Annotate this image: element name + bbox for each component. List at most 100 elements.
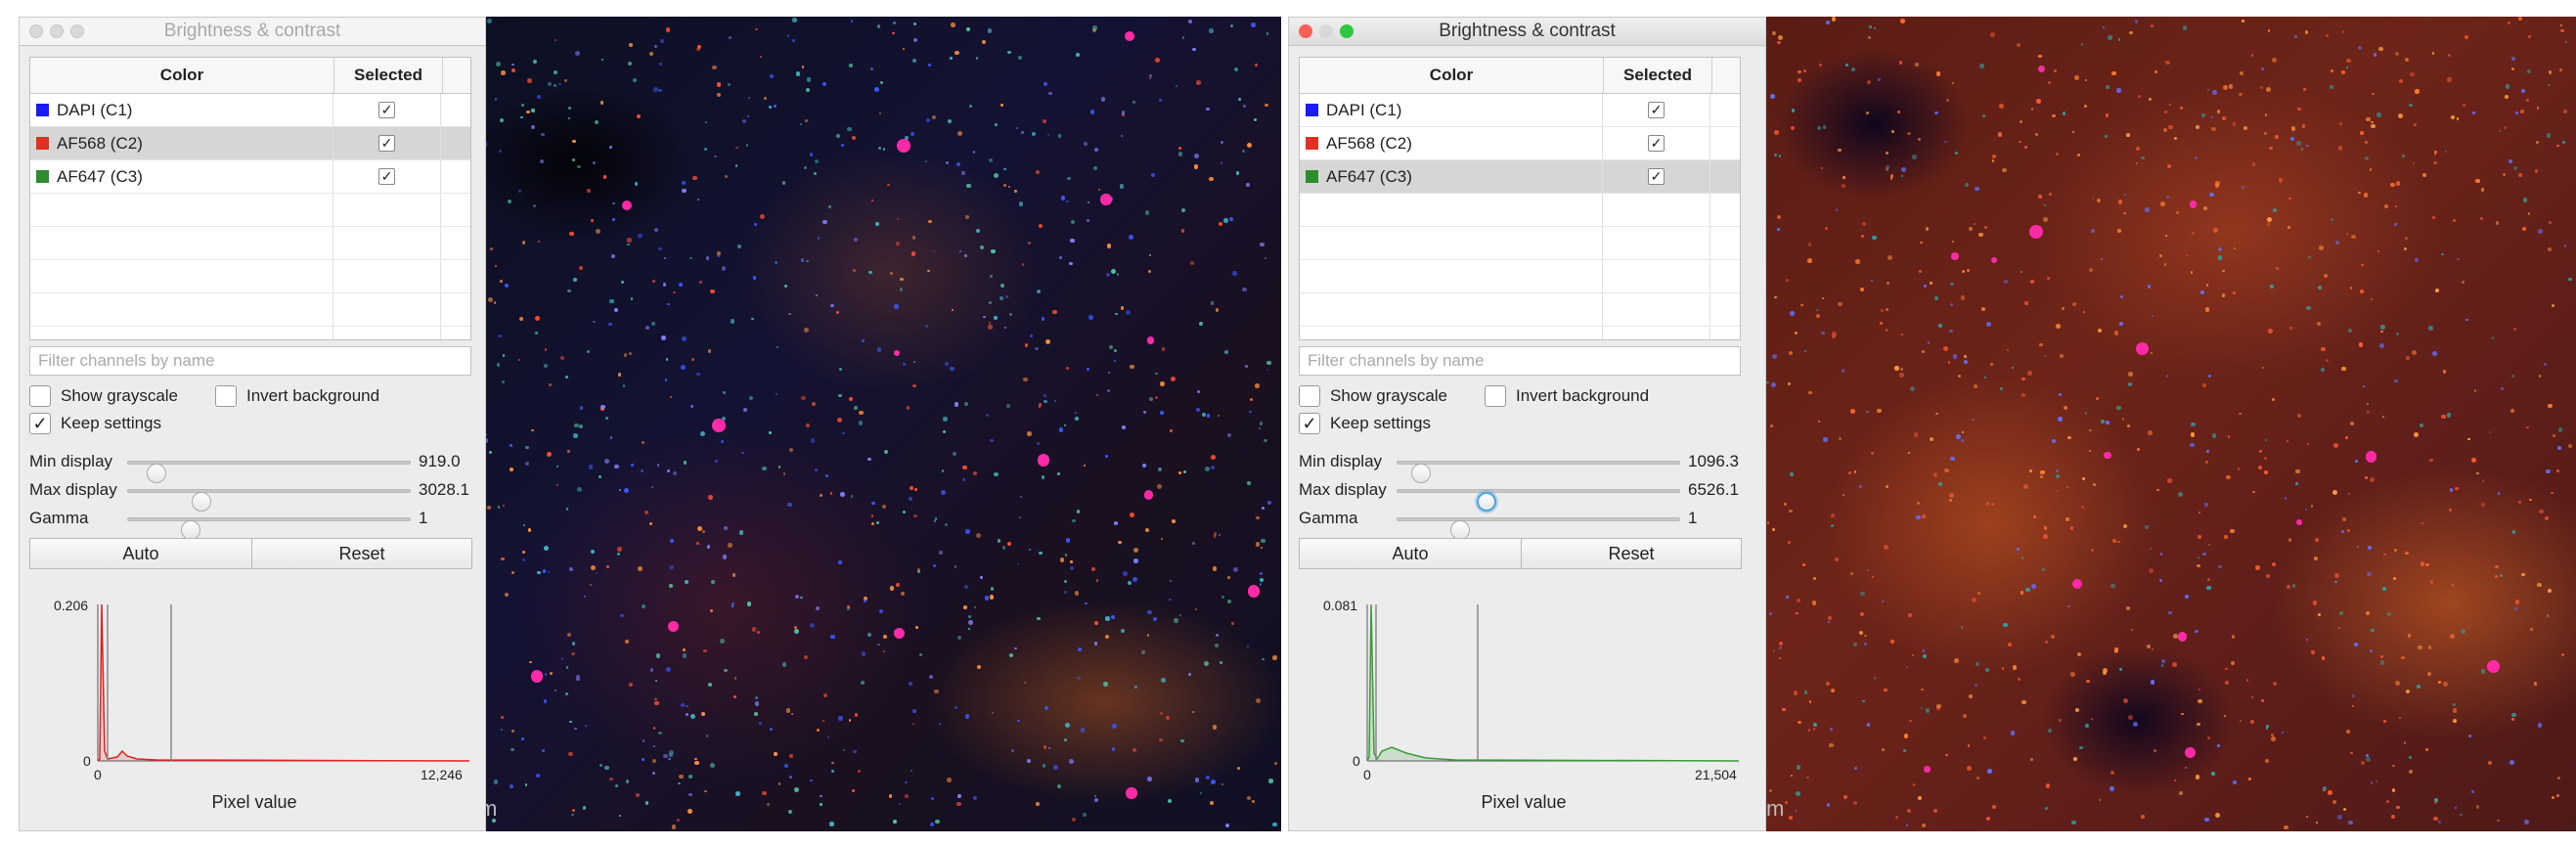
- cell-speck: [643, 739, 645, 742]
- window-titlebar[interactable]: Brightness & contrast: [20, 18, 485, 46]
- channel-filter-input[interactable]: Filter channels by name: [1299, 346, 1741, 376]
- cell-speck: [1215, 308, 1220, 312]
- show-grayscale-box[interactable]: [1299, 385, 1320, 407]
- channel-selected-checkbox[interactable]: ✓: [1648, 168, 1665, 185]
- cell-speck: [2010, 731, 2016, 736]
- column-header-color[interactable]: Color: [30, 58, 334, 93]
- cell-speck: [793, 626, 797, 630]
- cell-speck: [859, 410, 864, 416]
- channel-filter-input[interactable]: Filter channels by name: [29, 346, 471, 376]
- cell-speck: [574, 727, 578, 731]
- cell-speck: [1120, 628, 1126, 634]
- invert-background-box[interactable]: [1485, 385, 1506, 407]
- channel-selected-checkbox[interactable]: ✓: [378, 168, 395, 185]
- zoom-window-icon[interactable]: [1340, 24, 1354, 38]
- channel-row[interactable]: DAPI (C1) ✓: [1300, 94, 1740, 127]
- reset-button[interactable]: Reset: [251, 538, 472, 569]
- max-display-slider-track[interactable]: [127, 489, 411, 512]
- gamma-slider-track[interactable]: [1397, 517, 1680, 540]
- cell-speck: [1975, 186, 1980, 192]
- show-grayscale-box[interactable]: [29, 385, 51, 407]
- cell-speck: [2190, 442, 2195, 448]
- minimize-window-icon[interactable]: [1319, 24, 1333, 38]
- cell-speck: [2351, 234, 2356, 239]
- cell-speck: [1160, 537, 1163, 540]
- cell-speck: [2052, 438, 2057, 443]
- zoom-window-icon[interactable]: [70, 24, 84, 38]
- cell-speck: [2129, 30, 2133, 35]
- keep-settings-checkbox[interactable]: ✓ Keep settings: [1299, 413, 1431, 434]
- min-display-slider-knob[interactable]: [146, 464, 166, 483]
- cell-speck: [2456, 117, 2460, 120]
- reset-button[interactable]: Reset: [1521, 538, 1742, 569]
- cell-speck: [2455, 807, 2458, 810]
- cell-speck: [803, 655, 808, 660]
- channel-row[interactable]: AF568 (C2) ✓: [1300, 127, 1740, 160]
- cell-speck: [2036, 99, 2041, 104]
- channel-row[interactable]: AF568 (C2) ✓: [30, 127, 470, 160]
- column-header-color[interactable]: Color: [1300, 58, 1604, 93]
- window-titlebar[interactable]: Brightness & contrast: [1289, 18, 1765, 46]
- cell-speck: [2473, 389, 2477, 392]
- cell-speck: [911, 251, 916, 256]
- column-header-selected[interactable]: Selected: [1604, 58, 1712, 93]
- cell-speck: [2558, 68, 2562, 72]
- max-display-slider-knob[interactable]: [191, 492, 211, 512]
- cell-speck: [1786, 596, 1790, 600]
- cell-speck: [624, 639, 629, 644]
- min-display-slider-knob[interactable]: [1410, 464, 1431, 483]
- cell-speck: [2190, 432, 2196, 437]
- show-grayscale-checkbox[interactable]: Show grayscale: [1299, 385, 1447, 407]
- keep-settings-box[interactable]: ✓: [1299, 413, 1320, 434]
- channel-selected-checkbox[interactable]: ✓: [378, 135, 395, 152]
- gamma-slider-knob[interactable]: [181, 520, 200, 540]
- cell-speck: [2349, 287, 2353, 290]
- cell-speck: [1041, 475, 1045, 479]
- cell-speck: [2198, 535, 2201, 539]
- channel-selected-checkbox[interactable]: ✓: [1648, 102, 1665, 118]
- invert-background-checkbox[interactable]: Invert background: [1485, 385, 1649, 407]
- cell-speck: [492, 819, 497, 824]
- invert-background-checkbox[interactable]: Invert background: [215, 385, 379, 407]
- gamma-slider-track[interactable]: [127, 517, 411, 540]
- cell-speck: [2061, 307, 2065, 311]
- cell-speck: [533, 204, 536, 207]
- show-grayscale-checkbox[interactable]: Show grayscale: [29, 385, 178, 407]
- channel-color-swatch: [36, 137, 49, 150]
- microscopy-image-viewer[interactable]: m: [479, 17, 1281, 831]
- microscopy-image-viewer[interactable]: m: [1766, 17, 2576, 831]
- cell-speck: [1920, 706, 1924, 710]
- cell-speck: [847, 604, 851, 608]
- channel-row[interactable]: DAPI (C1) ✓: [30, 94, 470, 127]
- min-display-slider-track[interactable]: [1397, 461, 1680, 483]
- cell-speck: [2108, 35, 2112, 40]
- cell-speck: [2420, 561, 2425, 566]
- cell-speck: [2394, 51, 2399, 56]
- cell-speck: [548, 82, 553, 87]
- cell-speck: [910, 769, 913, 773]
- channel-selected-checkbox[interactable]: ✓: [1648, 135, 1665, 152]
- invert-background-box[interactable]: [215, 385, 237, 407]
- channel-row[interactable]: AF647 (C3) ✓: [30, 160, 470, 194]
- gamma-slider-knob[interactable]: [1450, 520, 1470, 540]
- max-display-slider-track[interactable]: [1397, 489, 1680, 512]
- channel-row[interactable]: AF647 (C3) ✓: [1300, 160, 1740, 194]
- close-window-icon[interactable]: [29, 24, 43, 38]
- close-window-icon[interactable]: [1299, 24, 1312, 38]
- keep-settings-checkbox[interactable]: ✓ Keep settings: [29, 413, 161, 434]
- cell-speck: [1112, 724, 1118, 730]
- cell-speck: [526, 78, 532, 84]
- cell-speck: [677, 819, 680, 822]
- minimize-window-icon[interactable]: [50, 24, 64, 38]
- max-display-slider-knob[interactable]: [1477, 492, 1496, 512]
- auto-button[interactable]: Auto: [29, 538, 252, 569]
- cell-speck: [498, 149, 502, 154]
- cell-speck: [623, 353, 627, 357]
- channel-selected-checkbox[interactable]: ✓: [378, 102, 395, 118]
- cell-speck: [1220, 161, 1223, 164]
- auto-button[interactable]: Auto: [1299, 538, 1522, 569]
- min-display-slider-track[interactable]: [127, 461, 411, 483]
- cell-speck: [630, 296, 634, 300]
- keep-settings-box[interactable]: ✓: [29, 413, 51, 434]
- column-header-selected[interactable]: Selected: [334, 58, 443, 93]
